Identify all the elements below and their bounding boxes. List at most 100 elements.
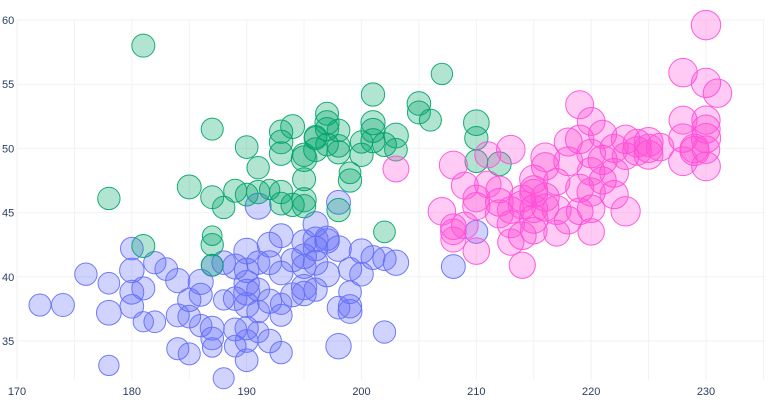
bubble[interactable] xyxy=(418,108,442,132)
bubble[interactable] xyxy=(302,249,329,276)
bubble[interactable] xyxy=(508,251,536,279)
bubble[interactable] xyxy=(565,90,595,120)
bubble[interactable] xyxy=(326,140,351,165)
bubble[interactable] xyxy=(154,257,179,281)
bubble[interactable] xyxy=(177,287,202,313)
bubble[interactable] xyxy=(577,218,605,246)
bubble[interactable] xyxy=(188,282,213,307)
bubble[interactable] xyxy=(326,197,351,223)
bubble[interactable] xyxy=(610,124,641,155)
bubble[interactable] xyxy=(430,62,454,86)
bubble[interactable] xyxy=(338,280,362,305)
bubble[interactable] xyxy=(314,225,340,251)
bubble[interactable] xyxy=(360,110,386,136)
bubble[interactable] xyxy=(177,304,202,329)
bubble[interactable] xyxy=(691,105,721,135)
bubble[interactable] xyxy=(383,122,409,149)
bubble[interactable] xyxy=(519,216,548,245)
bubble[interactable] xyxy=(691,151,721,182)
bubble[interactable] xyxy=(576,194,606,224)
bubble[interactable] xyxy=(97,186,121,211)
bubble[interactable] xyxy=(176,174,202,200)
bubble[interactable] xyxy=(372,246,397,271)
bubble[interactable] xyxy=(234,348,259,373)
bubble[interactable] xyxy=(292,167,317,192)
bubble[interactable] xyxy=(326,133,351,158)
bubble[interactable] xyxy=(200,253,224,277)
bubble[interactable] xyxy=(463,109,490,137)
bubble[interactable] xyxy=(691,114,721,144)
bubble[interactable] xyxy=(610,196,641,227)
bubble[interactable] xyxy=(599,179,629,210)
bubble[interactable] xyxy=(246,155,270,180)
bubble[interactable] xyxy=(462,192,491,221)
bubble[interactable] xyxy=(484,199,514,229)
bubble[interactable] xyxy=(268,223,294,249)
bubble[interactable] xyxy=(337,299,363,324)
bubble[interactable] xyxy=(373,220,396,244)
bubble[interactable] xyxy=(212,367,235,390)
bubble[interactable] xyxy=(474,170,502,199)
bubble[interactable] xyxy=(690,9,722,41)
bubble[interactable] xyxy=(530,142,561,173)
bubble[interactable] xyxy=(132,311,154,333)
bubble[interactable] xyxy=(314,110,340,136)
bubble[interactable] xyxy=(633,126,664,157)
bubble[interactable] xyxy=(325,332,352,360)
bubble[interactable] xyxy=(690,122,722,154)
bubble[interactable] xyxy=(302,226,329,253)
bubble[interactable] xyxy=(384,137,408,162)
bubble[interactable] xyxy=(645,132,675,162)
bubble[interactable] xyxy=(234,316,259,341)
bubble[interactable] xyxy=(314,261,341,288)
bubble[interactable] xyxy=(268,141,294,166)
bubble[interactable] xyxy=(668,123,698,153)
bubble[interactable] xyxy=(668,57,698,88)
bubble[interactable] xyxy=(427,197,457,226)
bubble[interactable] xyxy=(496,134,526,165)
bubble[interactable] xyxy=(143,250,167,275)
bubble[interactable] xyxy=(337,168,363,193)
bubble[interactable] xyxy=(166,337,190,361)
bubble[interactable] xyxy=(269,303,293,327)
bubble[interactable] xyxy=(633,133,664,164)
bubble[interactable] xyxy=(131,33,156,58)
bubble[interactable] xyxy=(382,155,410,183)
bubble[interactable] xyxy=(372,320,397,344)
bubble[interactable] xyxy=(372,132,397,158)
bubble[interactable] xyxy=(131,233,156,258)
bubble[interactable] xyxy=(50,293,75,318)
bubble[interactable] xyxy=(131,276,156,301)
bubble[interactable] xyxy=(119,257,145,284)
bubble[interactable] xyxy=(348,238,375,264)
bubble[interactable] xyxy=(462,237,491,265)
bubble[interactable] xyxy=(143,310,167,334)
bubble[interactable] xyxy=(97,271,121,295)
bubble[interactable] xyxy=(679,133,710,164)
bubble[interactable] xyxy=(95,299,122,326)
bubble[interactable] xyxy=(668,146,698,177)
bubble[interactable] xyxy=(257,288,283,314)
bubble[interactable] xyxy=(338,161,362,185)
bubble[interactable] xyxy=(165,268,191,294)
bubble[interactable] xyxy=(576,107,606,136)
bubble[interactable] xyxy=(690,67,722,99)
bubble[interactable] xyxy=(531,193,560,222)
bubble[interactable] xyxy=(406,91,432,116)
bubble[interactable] xyxy=(291,194,317,219)
bubble[interactable] xyxy=(200,233,224,257)
bubble[interactable] xyxy=(233,270,260,297)
bubble[interactable] xyxy=(234,135,259,159)
bubble[interactable] xyxy=(440,254,466,279)
bubble[interactable] xyxy=(530,152,560,181)
bubble[interactable] xyxy=(326,189,351,215)
bubble[interactable] xyxy=(337,294,363,319)
bubble[interactable] xyxy=(541,195,572,225)
bubble[interactable] xyxy=(576,157,606,186)
bubble[interactable] xyxy=(702,78,733,108)
bubble[interactable] xyxy=(200,117,224,141)
bubble[interactable] xyxy=(440,213,467,241)
bubble[interactable] xyxy=(177,342,201,366)
bubble[interactable] xyxy=(668,105,698,135)
bubble[interactable] xyxy=(200,326,225,351)
